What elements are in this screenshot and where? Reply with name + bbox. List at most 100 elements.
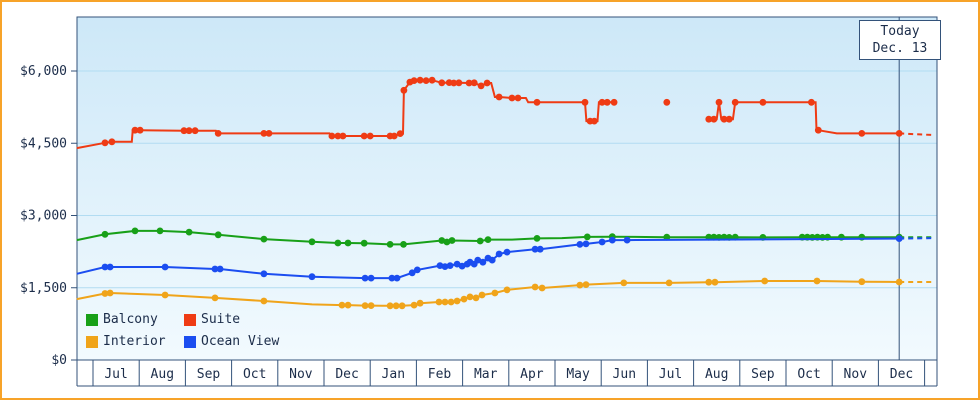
data-point-suite bbox=[101, 139, 109, 147]
data-point-ocean-view bbox=[260, 270, 268, 278]
x-axis-label: Nov bbox=[289, 367, 313, 382]
data-point-suite bbox=[514, 94, 522, 102]
data-point-interior bbox=[260, 297, 268, 305]
plot-area bbox=[77, 17, 937, 360]
data-point-interior bbox=[813, 277, 821, 285]
today-label: Today bbox=[880, 24, 920, 39]
suite-swatch-icon bbox=[184, 313, 196, 326]
x-axis-label: Nov bbox=[844, 367, 868, 382]
data-point-suite bbox=[438, 79, 446, 87]
data-point-ocean-view bbox=[413, 266, 421, 274]
x-axis-label: Jun bbox=[613, 367, 636, 382]
data-point-suite bbox=[483, 79, 491, 87]
data-point-balcony bbox=[443, 238, 451, 246]
plot-border bbox=[76, 16, 938, 361]
data-point-interior bbox=[338, 301, 346, 309]
today-marker-label: Today Dec. 13 bbox=[859, 20, 941, 60]
data-point-ocean-view bbox=[446, 262, 454, 269]
data-point-interior bbox=[858, 278, 866, 286]
data-point-suite bbox=[581, 98, 589, 106]
data-point-interior bbox=[416, 299, 424, 307]
data-point-interior bbox=[367, 302, 375, 309]
data-point-interior bbox=[582, 281, 590, 288]
x-axis-label: Mar bbox=[474, 367, 498, 382]
data-point-suite bbox=[808, 98, 815, 106]
legend-item-suite: Suite bbox=[184, 312, 279, 327]
x-axis-label: Oct bbox=[243, 367, 266, 382]
x-axis-label: Jul bbox=[104, 367, 127, 382]
data-point-suite bbox=[450, 79, 458, 87]
data-point-ocean-view bbox=[441, 263, 449, 270]
data-point-suite bbox=[603, 98, 611, 106]
data-point-balcony bbox=[448, 237, 456, 244]
data-point-interior bbox=[361, 302, 369, 309]
data-point-ocean-view bbox=[536, 245, 544, 253]
x-axis-label: Jan bbox=[382, 367, 405, 382]
data-point-suite bbox=[265, 130, 273, 137]
data-point-interior bbox=[386, 302, 394, 310]
data-point-interior bbox=[344, 301, 352, 309]
data-point-ocean-view bbox=[161, 263, 169, 271]
data-point-interior bbox=[410, 301, 418, 309]
legend-label: Balcony bbox=[103, 312, 158, 327]
data-point-balcony bbox=[185, 228, 193, 236]
data-point-suite bbox=[610, 98, 618, 106]
data-point-suite bbox=[470, 79, 478, 87]
data-point-interior bbox=[106, 289, 114, 297]
data-point-suite bbox=[131, 126, 139, 134]
legend-item-interior: Interior bbox=[86, 334, 184, 349]
data-point-interior bbox=[392, 302, 400, 310]
data-point-suite bbox=[895, 130, 903, 137]
data-point-interior bbox=[441, 298, 449, 306]
y-axis-label: $4,500 bbox=[20, 136, 67, 151]
data-point-suite bbox=[366, 132, 374, 140]
data-point-suite bbox=[725, 115, 733, 123]
data-point-balcony bbox=[484, 236, 492, 244]
data-point-suite bbox=[416, 76, 424, 84]
data-point-balcony bbox=[360, 239, 368, 247]
y-axis-label: $1,500 bbox=[20, 281, 67, 296]
data-point-suite bbox=[191, 127, 199, 135]
y-axis-label: $6,000 bbox=[20, 64, 67, 79]
data-point-ocean-view bbox=[598, 238, 606, 246]
data-point-ocean-view bbox=[408, 269, 416, 277]
data-point-suite bbox=[396, 130, 404, 138]
series-forecast-ocean-view bbox=[899, 237, 935, 240]
data-point-suite bbox=[260, 130, 268, 137]
x-axis-label: Apr bbox=[520, 367, 544, 382]
data-point-interior bbox=[398, 302, 406, 310]
data-point-ocean-view bbox=[479, 258, 487, 266]
data-point-interior bbox=[453, 297, 461, 305]
data-point-suite bbox=[663, 98, 671, 106]
x-axis-label: Feb bbox=[428, 367, 452, 382]
data-point-interior bbox=[531, 283, 539, 291]
data-point-interior bbox=[435, 298, 443, 306]
data-point-ocean-view bbox=[576, 241, 584, 248]
data-point-balcony bbox=[308, 238, 316, 246]
data-point-ocean-view bbox=[388, 274, 396, 282]
data-point-balcony bbox=[156, 227, 164, 235]
data-point-interior bbox=[711, 278, 719, 286]
x-axis-label: Sep bbox=[751, 367, 775, 382]
data-point-ocean-view bbox=[488, 256, 496, 264]
data-point-interior bbox=[466, 293, 474, 301]
data-point-interior bbox=[538, 284, 546, 292]
data-point-ocean-view bbox=[101, 263, 109, 271]
data-point-ocean-view bbox=[495, 250, 503, 258]
data-point-ocean-view bbox=[393, 274, 401, 282]
data-point-suite bbox=[858, 130, 866, 137]
x-axis-label: Aug bbox=[151, 367, 174, 382]
legend-item-balcony: Balcony bbox=[86, 312, 184, 327]
ocean-view-swatch-icon bbox=[184, 335, 196, 348]
data-point-ocean-view bbox=[367, 274, 375, 282]
data-point-suite bbox=[334, 132, 342, 140]
today-date: Dec. 13 bbox=[872, 41, 928, 56]
data-point-suite bbox=[715, 98, 723, 106]
data-point-suite bbox=[533, 98, 541, 106]
data-point-suite bbox=[422, 77, 430, 84]
series-forecast-suite bbox=[899, 132, 935, 137]
data-point-suite bbox=[339, 132, 347, 140]
legend-label: Suite bbox=[201, 312, 241, 327]
data-point-suite bbox=[214, 130, 222, 137]
